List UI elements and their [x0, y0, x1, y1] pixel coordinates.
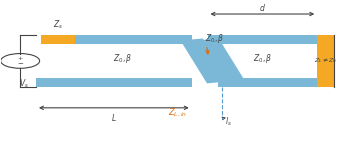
Polygon shape: [196, 38, 245, 83]
Text: $d$: $d$: [259, 2, 266, 13]
Text: $Z_L \neq Z_0$: $Z_L \neq Z_0$: [314, 57, 337, 65]
Text: $L$: $L$: [111, 112, 117, 123]
FancyBboxPatch shape: [75, 35, 192, 44]
FancyBboxPatch shape: [317, 35, 334, 87]
Text: $Z_s$: $Z_s$: [53, 18, 63, 31]
Text: −: −: [17, 61, 23, 67]
FancyBboxPatch shape: [42, 35, 75, 44]
Text: $Z_0, \beta$: $Z_0, \beta$: [252, 52, 272, 65]
Text: $V_s$: $V_s$: [20, 78, 29, 90]
FancyBboxPatch shape: [218, 78, 317, 87]
Text: $l_s$: $l_s$: [225, 116, 232, 128]
FancyBboxPatch shape: [36, 78, 192, 87]
Polygon shape: [180, 38, 229, 83]
Text: $Z_{L,in}$: $Z_{L,in}$: [168, 106, 187, 119]
Text: $Z_0, \beta$: $Z_0, \beta$: [205, 32, 224, 45]
FancyBboxPatch shape: [208, 35, 317, 44]
Text: $Z_0, \beta$: $Z_0, \beta$: [113, 52, 132, 65]
Text: +: +: [17, 56, 23, 61]
